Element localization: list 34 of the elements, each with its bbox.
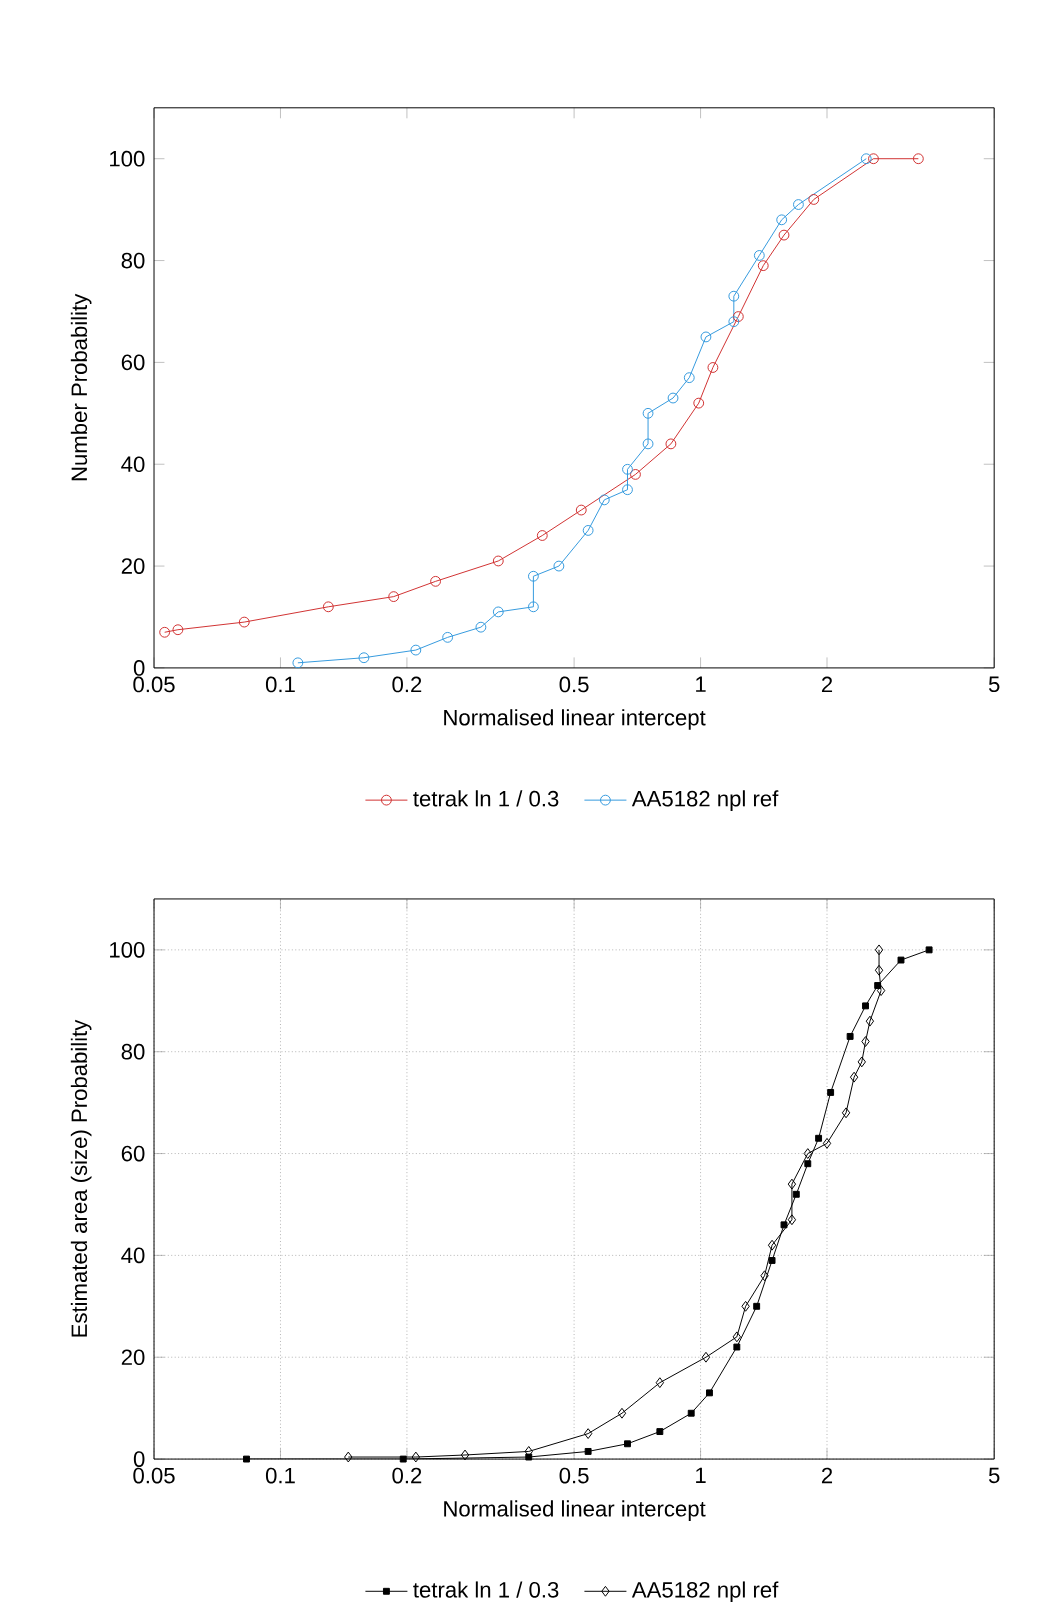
x-tick-label: 2 bbox=[821, 1467, 832, 1484]
x-tick-label: 1 bbox=[696, 676, 706, 692]
x-tick-label: 0.1 bbox=[265, 676, 295, 693]
x-tick-label: 2 bbox=[821, 676, 832, 693]
x-axis-title: Normalised linear intercept bbox=[444, 709, 706, 730]
x-tick-label: 0.05 bbox=[133, 1467, 175, 1484]
x-tick-label: 0.5 bbox=[559, 1467, 589, 1484]
legend-label: tetrak ln 1 / 0.3 bbox=[413, 790, 559, 807]
x-tick-label: 0.2 bbox=[392, 1467, 422, 1484]
y-tick-label: 80 bbox=[121, 252, 145, 269]
x-tick-label: 0.2 bbox=[392, 676, 422, 693]
y-tick-label: 0 bbox=[133, 660, 145, 676]
y-tick-label: 80 bbox=[121, 1043, 145, 1060]
y-tick-label: 40 bbox=[121, 456, 145, 473]
y-axis-title: Estimated area (size) Probability bbox=[70, 1019, 92, 1337]
legend-label: AA5182 npl ref bbox=[631, 1581, 779, 1603]
y-axis-title: Number Probability bbox=[70, 293, 92, 481]
y-tick-label: 60 bbox=[121, 354, 145, 371]
x-axis-title: Normalised linear intercept bbox=[444, 1500, 706, 1521]
legend-label: AA5182 npl ref bbox=[631, 790, 779, 811]
x-tick-label: 1 bbox=[696, 1467, 706, 1483]
y-tick-label: 20 bbox=[121, 558, 145, 574]
y-tick-label: 100 bbox=[109, 942, 145, 958]
legend-label: tetrak ln 1 / 0.3 bbox=[413, 1581, 559, 1598]
y-tick-label: 60 bbox=[121, 1145, 145, 1162]
x-tick-label: 0.5 bbox=[559, 676, 589, 693]
x-tick-label: 5 bbox=[988, 676, 1000, 693]
x-tick-label: 5 bbox=[988, 1467, 1000, 1484]
y-tick-label: 20 bbox=[121, 1349, 145, 1366]
x-tick-label: 0.05 bbox=[133, 676, 175, 693]
y-tick-label: 0 bbox=[133, 1451, 145, 1467]
y-tick-label: 40 bbox=[121, 1247, 145, 1264]
y-tick-label: 100 bbox=[109, 150, 145, 167]
x-tick-label: 0.1 bbox=[265, 1467, 295, 1484]
